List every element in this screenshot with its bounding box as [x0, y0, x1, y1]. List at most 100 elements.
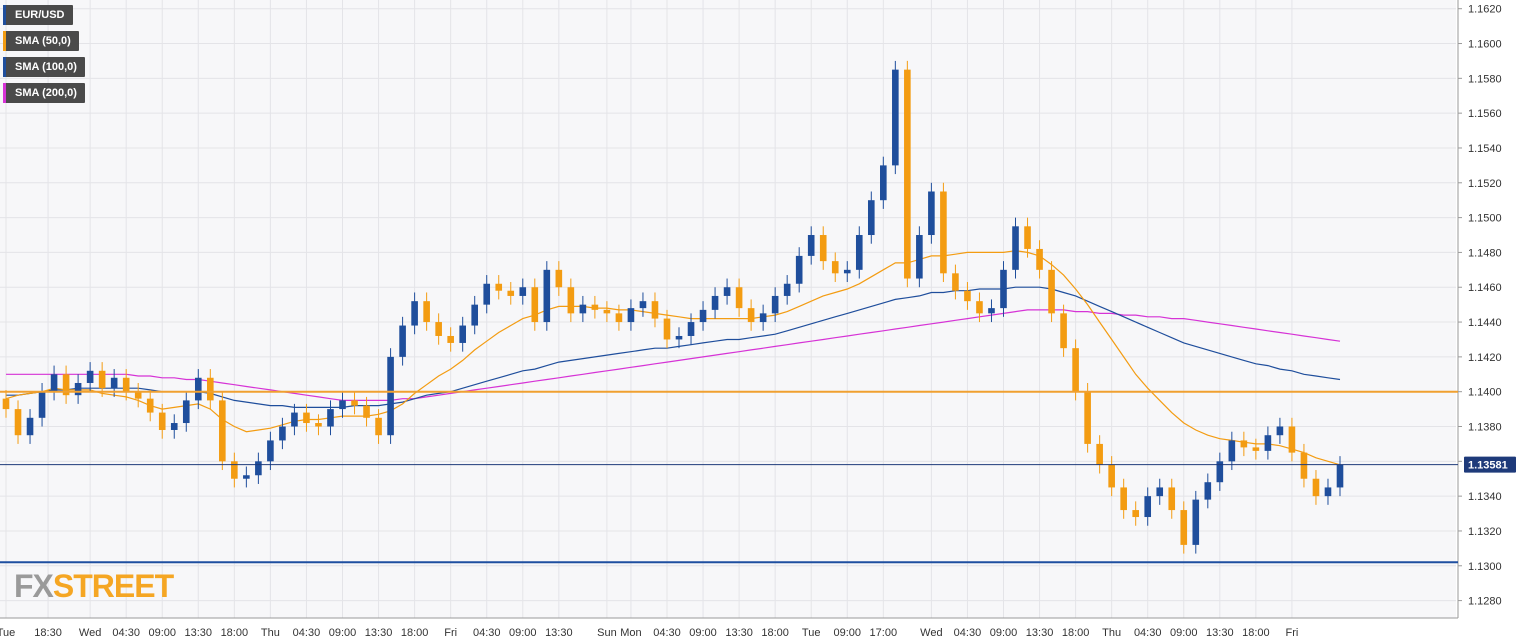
candle-body: [267, 440, 274, 462]
y-tick-label: 1.1420: [1468, 352, 1502, 364]
candle: [170, 414, 178, 439]
logo-street: STREET: [52, 568, 174, 604]
candle-body: [411, 301, 418, 326]
candle: [74, 374, 82, 404]
legend-item-sma200[interactable]: SMA (200,0): [3, 83, 85, 103]
y-tick-label: 1.1500: [1468, 213, 1502, 225]
candle-body: [1180, 510, 1188, 545]
candle: [435, 313, 442, 345]
x-tick-label: 09:00: [689, 627, 717, 639]
x-tick-label: 04:30: [293, 627, 321, 639]
candle-body: [170, 423, 178, 430]
candle: [14, 400, 22, 444]
candle: [219, 391, 226, 471]
candle: [663, 309, 671, 349]
plot-area: [0, 0, 1456, 618]
candle: [194, 369, 202, 410]
candle: [531, 278, 539, 331]
candle: [1036, 240, 1043, 279]
candle: [1192, 490, 1200, 554]
candle: [1228, 431, 1236, 471]
y-tick-label: 1.1620: [1468, 4, 1502, 16]
candle: [38, 382, 46, 427]
y-tick-label: 1.1480: [1468, 247, 1502, 259]
candle-body: [1192, 499, 1200, 545]
x-tick-label: 18:00: [1062, 627, 1090, 639]
x-tick-label: 13:30: [725, 627, 753, 639]
candle-body: [1204, 482, 1212, 500]
candle-body: [423, 301, 430, 323]
candle-body: [339, 400, 346, 410]
candle-body: [1024, 226, 1031, 249]
candle-body: [62, 374, 70, 396]
sma100-line: [6, 286, 1341, 408]
candle-body: [279, 426, 286, 441]
candle: [387, 348, 394, 444]
candle: [1084, 382, 1091, 453]
candle: [759, 304, 767, 331]
candle-body: [194, 377, 202, 401]
candle: [327, 400, 334, 436]
candle-body: [952, 273, 959, 291]
sma50-line: [5, 250, 1341, 466]
candle-body: [747, 308, 755, 323]
candle: [687, 313, 695, 345]
candle-body: [940, 191, 947, 274]
candle: [615, 304, 623, 331]
candle-body: [134, 391, 142, 399]
candle-body: [1000, 269, 1007, 309]
candle: [1240, 431, 1248, 457]
y-tick-label: 1.1520: [1468, 178, 1502, 190]
candle: [1144, 487, 1152, 526]
legend-swatch: [3, 83, 6, 103]
candle-body: [1324, 487, 1332, 497]
y-tick-label: 1.1400: [1468, 387, 1502, 399]
x-tick-label: Wed: [920, 627, 942, 639]
candle: [880, 156, 887, 209]
candle: [867, 191, 875, 244]
x-tick-label: 18:00: [221, 627, 249, 639]
legend-item-sma50[interactable]: SMA (50,0): [3, 31, 79, 51]
candle-body: [1156, 487, 1164, 497]
candle: [50, 365, 58, 401]
x-tick-label: 17:00: [870, 627, 898, 639]
candle-body: [146, 398, 154, 413]
x-tick-label: Fri: [444, 627, 457, 639]
candle: [1300, 443, 1308, 488]
candle: [1156, 478, 1164, 505]
candle-body: [639, 301, 647, 309]
x-tick-label: 09:00: [990, 627, 1018, 639]
candle: [1180, 501, 1188, 554]
candle-body: [1012, 226, 1019, 270]
x-tick-label: Mon: [620, 627, 641, 639]
candle-body: [615, 313, 623, 323]
candle: [339, 391, 346, 418]
candle: [375, 409, 382, 444]
candle-body: [964, 290, 971, 302]
candle-body: [1144, 496, 1152, 518]
candle: [399, 316, 406, 366]
candle-body: [675, 335, 683, 340]
x-tick-label: Tue: [0, 627, 15, 639]
candle: [1288, 417, 1296, 462]
candle: [134, 382, 142, 408]
candle-body: [74, 382, 82, 396]
candle-body: [543, 269, 551, 323]
candle: [182, 391, 190, 432]
candle-body: [1072, 348, 1079, 392]
candle-body: [627, 308, 635, 323]
legend-item-sma100[interactable]: SMA (100,0): [3, 57, 85, 77]
legend: EUR/USD SMA (50,0) SMA (100,0) SMA (200,…: [3, 5, 85, 103]
candle-body: [110, 377, 118, 389]
candle: [555, 261, 563, 296]
candle: [1072, 339, 1079, 401]
candle-body: [783, 283, 791, 296]
candle-body: [1252, 447, 1260, 451]
x-tick-label: 09:00: [1170, 627, 1198, 639]
candle: [1024, 217, 1031, 258]
candle-body: [1132, 510, 1139, 518]
candle-body: [26, 417, 34, 436]
candle-body: [843, 269, 851, 274]
x-tick-label: 13:30: [1026, 627, 1054, 639]
legend-item-symbol[interactable]: EUR/USD: [3, 5, 73, 25]
